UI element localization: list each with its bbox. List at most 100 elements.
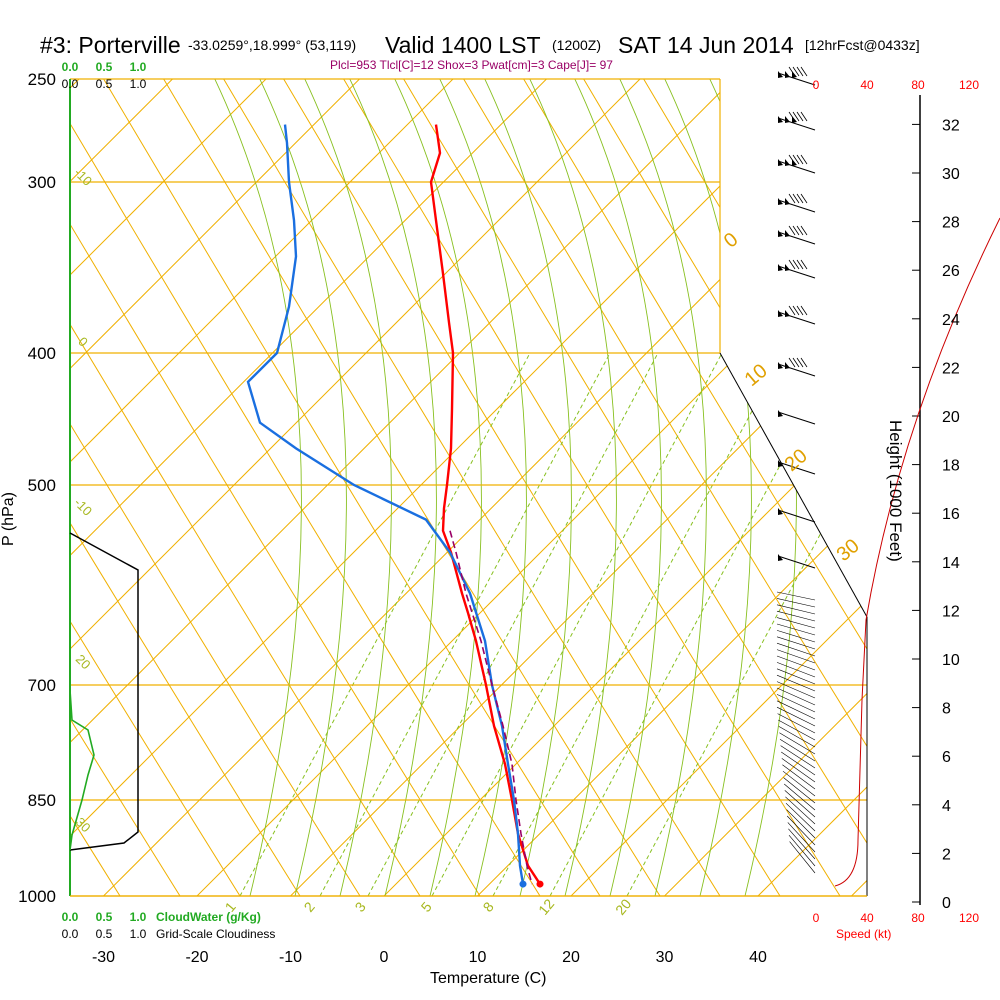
wind-feather (796, 154, 804, 165)
wind-barb-low (776, 610, 816, 622)
isotherm-line (70, 79, 630, 896)
wind-barb-low (784, 790, 816, 818)
wind-barb (777, 265, 816, 279)
wind-flag (785, 116, 790, 123)
wind-barb-low (781, 758, 816, 783)
wind-feather (788, 259, 796, 270)
utc-time: (1200Z) (552, 37, 602, 53)
dry-adiabat-line (70, 79, 301, 896)
wind-feather (796, 357, 804, 368)
wind-feather (788, 154, 796, 165)
wind-barb-low (776, 694, 816, 713)
wind-feather (796, 225, 804, 236)
cloudwater-scale-top: 0.5 (96, 60, 113, 74)
wind-barb-low (777, 713, 816, 734)
wind-feather (792, 259, 800, 270)
isotherm-line (570, 79, 867, 896)
wind-flag (778, 198, 783, 205)
y-tick-label: 400 (28, 344, 56, 363)
wind-barb-low (781, 751, 816, 776)
wind-barb-low (787, 822, 816, 853)
cloudiness-scale-bottom: 0.5 (96, 927, 113, 941)
wind-barb-low (786, 809, 816, 839)
wind-barb-low (776, 706, 816, 727)
forecast-info: [12hrFcst@0433z] (805, 37, 920, 53)
wind-barb-low (776, 623, 816, 636)
height-tick-label: 12 (942, 603, 960, 620)
wind-barb-low (785, 796, 816, 825)
wind-flag (785, 71, 790, 78)
height-tick-label: 32 (942, 117, 960, 134)
x-tick-label: -10 (279, 949, 302, 966)
dry-adiabat-label: 10 (741, 360, 772, 391)
height-tick-label: 6 (942, 749, 951, 766)
cloudwater-scale-top: 1.0 (130, 60, 147, 74)
height-tick-label: 0 (942, 895, 951, 912)
wind-flag (785, 230, 790, 237)
wind-barb-low (776, 642, 816, 657)
indices-line: Plcl=953 Tlcl[C]=12 Shox=3 Pwat[cm]=3 Ca… (330, 58, 613, 72)
dry-adiabat-line (79, 79, 601, 896)
wind-feather (800, 193, 808, 204)
x-tick-label: 10 (469, 949, 487, 966)
isotherm-line (851, 79, 867, 896)
wind-barb-low (776, 674, 816, 692)
x-tick-label: 30 (656, 949, 674, 966)
tropopause-line (719, 352, 868, 618)
wind-barb-low (776, 655, 816, 671)
height-tick-label: 30 (942, 166, 960, 183)
dry-adiabat-line (70, 79, 241, 896)
wind-barb-low (784, 783, 816, 811)
dry-adiabat-line (499, 79, 867, 896)
wind-feather (800, 225, 808, 236)
wind-barb (777, 363, 816, 377)
wind-barb-low (776, 636, 816, 650)
dry-adiabat-line (619, 79, 867, 896)
mixing-ratio-line (367, 352, 659, 896)
dry-adiabat-label: 30 (833, 535, 864, 566)
wind-barb-low (780, 745, 816, 769)
wind-feather (788, 66, 796, 77)
wind-flag (778, 264, 783, 271)
dry-adiabat-line (70, 79, 181, 896)
wind-flag (778, 508, 783, 515)
mixing-ratio-label: 5 (418, 899, 435, 915)
moist-adiabat-line (524, 79, 617, 896)
station-coords: -33.0259°,18.999° (53,119) (188, 37, 357, 53)
wind-barb (777, 311, 816, 325)
cloudiness-scale-bottom: 0.0 (62, 927, 79, 941)
speed-tick-label-bottom: 40 (860, 911, 874, 925)
wind-flag (778, 310, 783, 317)
height-tick-label: 28 (942, 215, 960, 232)
moist-adiabat-line (299, 79, 392, 896)
mixing-ratio-label: 12 (535, 896, 557, 918)
wind-feather (800, 305, 808, 316)
moist-adiabat-line (569, 79, 662, 896)
isotherm-line (290, 79, 867, 896)
dry-adiabat-line (139, 79, 661, 896)
height-tick-label: 14 (942, 555, 960, 572)
speed-tick-label-bottom: 80 (911, 911, 925, 925)
speed-tick-label-bottom: 120 (959, 911, 979, 925)
wind-flag (778, 116, 783, 123)
wind-flag (785, 362, 790, 369)
wind-feather (796, 66, 804, 77)
wind-feather (792, 154, 800, 165)
temperature-profile (429, 124, 542, 885)
height-axis-label: Height (1000 Feet) (886, 420, 905, 562)
isotherm-line (70, 79, 724, 896)
height-tick-label: 18 (942, 458, 960, 475)
wind-feather (800, 357, 808, 368)
wind-barb (777, 199, 816, 213)
y-tick-label: 1000 (18, 887, 56, 906)
cloudwater-profile (69, 689, 95, 851)
mixing-ratio-label: 20 (612, 896, 634, 918)
height-tick-label: 24 (942, 312, 960, 329)
wind-feather (792, 193, 800, 204)
x-tick-label: 0 (380, 949, 389, 966)
wind-barb-low (778, 719, 816, 741)
wind-feather (792, 305, 800, 316)
wind-barb (777, 231, 816, 245)
height-tick-label: 20 (942, 409, 960, 426)
height-tick-label: 2 (942, 846, 951, 863)
